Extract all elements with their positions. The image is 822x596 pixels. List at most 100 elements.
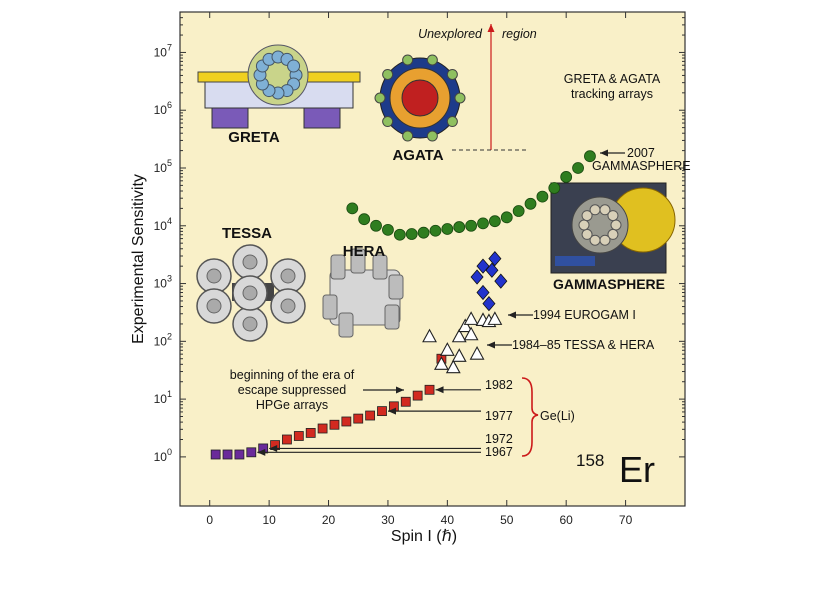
year-1982: 1982 — [485, 378, 513, 392]
unexplored-right-text: region — [502, 27, 537, 41]
data-point-circle — [441, 223, 454, 235]
hera-arm — [350, 248, 366, 274]
y-axis-label: Experimental Sensitivity — [130, 174, 147, 344]
gammasphere-module — [589, 234, 601, 246]
agata-core — [401, 79, 439, 117]
data-point-diamond — [494, 273, 508, 289]
agata-cryostat — [382, 116, 394, 128]
x-tick-label: 0 — [206, 513, 213, 527]
data-point-square — [210, 449, 221, 460]
data-point-circle — [370, 219, 382, 232]
data-point-square — [377, 406, 387, 417]
y-tick-label: 104 — [154, 216, 172, 233]
data-point-diamond — [482, 295, 496, 312]
greta-base-left — [211, 107, 249, 129]
gammasphere-support — [555, 256, 595, 266]
tessa-hera-text: 1984–85 TESSA & HERA — [512, 338, 655, 352]
data-point-circle — [488, 215, 501, 228]
data-point-triangle — [439, 342, 455, 356]
gammasphere-module — [599, 234, 611, 246]
x-tick-label: 60 — [559, 513, 573, 527]
gs-name-text: GAMMASPHERE — [592, 159, 691, 173]
agata-cryostat — [426, 54, 438, 66]
data-point-circle — [417, 226, 430, 239]
data-point-circle — [382, 223, 394, 236]
data-point-circle — [512, 205, 525, 217]
x-tick-label: 10 — [262, 513, 276, 527]
agata-cryostat — [402, 54, 414, 66]
data-point-circle — [465, 219, 478, 232]
data-point-square — [365, 410, 376, 421]
year-arrow-head — [257, 448, 266, 456]
data-point-diamond — [476, 284, 490, 301]
hera-arm — [388, 274, 404, 300]
data-point-triangle — [445, 359, 461, 374]
x-tick-label: 30 — [381, 513, 395, 527]
y-tick-label: 103 — [154, 274, 172, 291]
y-tick-label: 105 — [154, 158, 172, 175]
data-point-circle — [548, 182, 561, 194]
hera-label: HERA — [343, 243, 386, 260]
gammasphere-module — [578, 219, 590, 231]
gammasphere-module — [607, 210, 619, 222]
isotope-symbol: Er — [619, 449, 655, 490]
data-point-square — [293, 431, 304, 441]
tessa-crystal — [206, 268, 222, 284]
geli-text: Ge(Li) — [540, 409, 575, 423]
y-tick-label: 102 — [154, 331, 172, 348]
tracking-line2: tracking arrays — [571, 87, 653, 101]
gammasphere-label: GAMMASPHERE — [553, 276, 665, 292]
data-point-triangle — [451, 348, 467, 362]
data-point-circle — [453, 221, 466, 233]
data-point-circle — [346, 202, 359, 215]
gs-arrow-head — [600, 149, 608, 157]
era-line2: escape suppressed — [238, 383, 346, 397]
y-tick-label: 101 — [154, 389, 172, 406]
greta-label: GRETA — [228, 129, 280, 146]
eurogam-arrow-head — [508, 311, 516, 319]
data-point-square — [234, 449, 245, 460]
era-line1: beginning of the era of — [230, 368, 355, 382]
detector-pictures — [196, 44, 676, 342]
data-point-diamond — [470, 269, 484, 285]
x-tick-label: 50 — [500, 513, 514, 527]
data-point-diamond — [485, 262, 499, 278]
year-1967: 1967 — [485, 445, 513, 459]
data-point-triangle — [457, 318, 473, 333]
tessa-crystal — [242, 316, 258, 332]
tessa-crystal — [206, 298, 222, 314]
y-tick-label: 106 — [154, 100, 172, 117]
y-tick-label: 107 — [154, 42, 172, 59]
tessa-crystal — [280, 298, 296, 314]
data-point-diamond — [488, 251, 502, 267]
agata-cryostat — [402, 130, 414, 142]
geli-brace — [521, 377, 539, 457]
year-1972: 1972 — [485, 432, 513, 446]
data-point-circle — [572, 162, 584, 174]
data-point-square — [317, 423, 328, 434]
greta-crystal — [287, 59, 301, 73]
gammasphere-module — [599, 204, 611, 216]
data-point-square — [282, 434, 292, 445]
annotations — [257, 24, 625, 457]
year-arrow-head — [388, 407, 396, 415]
y-tick-label: 100 — [154, 447, 172, 464]
gammasphere-module — [607, 228, 619, 240]
data-point-circle — [405, 228, 418, 240]
agata-cryostat — [374, 92, 386, 104]
agata-cryostat — [454, 92, 466, 104]
tessa-crystal — [242, 254, 258, 270]
unexplored-arrow-head — [487, 24, 495, 32]
data-point-square — [353, 413, 364, 424]
tessa-hera-arrow-head — [487, 341, 495, 349]
data-point-circle — [536, 190, 549, 203]
data-point-triangle — [463, 326, 479, 341]
data-point-circle — [560, 171, 573, 183]
data-point-triangle — [433, 356, 449, 370]
agata-cryostat — [382, 68, 394, 80]
gammasphere-module — [581, 210, 593, 222]
data-marks — [210, 150, 596, 460]
data-point-triangle — [463, 311, 479, 325]
data-point-square — [246, 447, 257, 458]
